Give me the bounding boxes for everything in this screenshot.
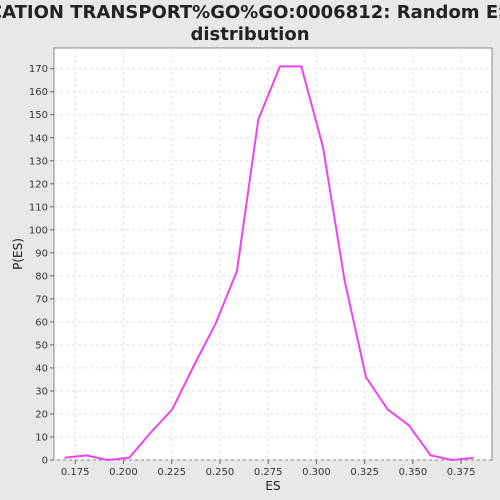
x-tick-label: 0.300: [302, 467, 331, 478]
y-tick-label: 80: [35, 271, 48, 282]
chart-title-line-2: distribution: [190, 24, 309, 45]
y-tick-label: 70: [35, 294, 48, 305]
chart-title-line-1: CATION TRANSPORT%GO%GO:0006812: Random E…: [0, 2, 500, 23]
plot-area: [53, 47, 493, 461]
series-line: [64, 65, 474, 461]
x-tick-label: 0.250: [206, 467, 235, 478]
y-axis-ticks: 0 10 20 30 40 50 60 70 80 90 100 110 120 130 140 150 160…: [29, 64, 54, 467]
y-tick-label: 60: [35, 317, 48, 328]
y-tick-label: 50: [35, 340, 48, 351]
y-tick-label: 100: [29, 225, 48, 236]
y-tick-label: 110: [29, 202, 48, 213]
x-tick-label: 0.175: [61, 467, 90, 478]
x-axis-label: ES: [265, 479, 280, 493]
y-tick-label: 160: [29, 87, 48, 98]
x-tick-label: 0.225: [157, 467, 186, 478]
y-tick-label: 0: [42, 456, 48, 467]
y-tick-label: 170: [29, 64, 48, 75]
x-tick-label: 0.200: [109, 467, 138, 478]
y-axis-label: P(ES): [11, 238, 25, 270]
y-tick-label: 30: [35, 386, 48, 397]
x-tick-label: 0.275: [254, 467, 283, 478]
y-tick-label: 150: [29, 110, 48, 121]
x-tick-label: 0.325: [350, 467, 379, 478]
y-tick-label: 140: [29, 133, 48, 144]
y-tick-label: 130: [29, 156, 48, 167]
y-tick-label: 90: [35, 248, 48, 259]
grid-layer: [54, 48, 492, 461]
y-tick-label: 120: [29, 179, 48, 190]
y-tick-label: 10: [35, 432, 48, 443]
y-tick-label: 20: [35, 409, 48, 420]
x-axis-ticks: 0.175 0.200 0.225 0.250 0.275 0.300 0.325 0.350…: [61, 460, 476, 478]
y-tick-label: 40: [35, 363, 48, 374]
x-tick-label: 0.375: [447, 467, 476, 478]
x-tick-label: 0.350: [399, 467, 428, 478]
